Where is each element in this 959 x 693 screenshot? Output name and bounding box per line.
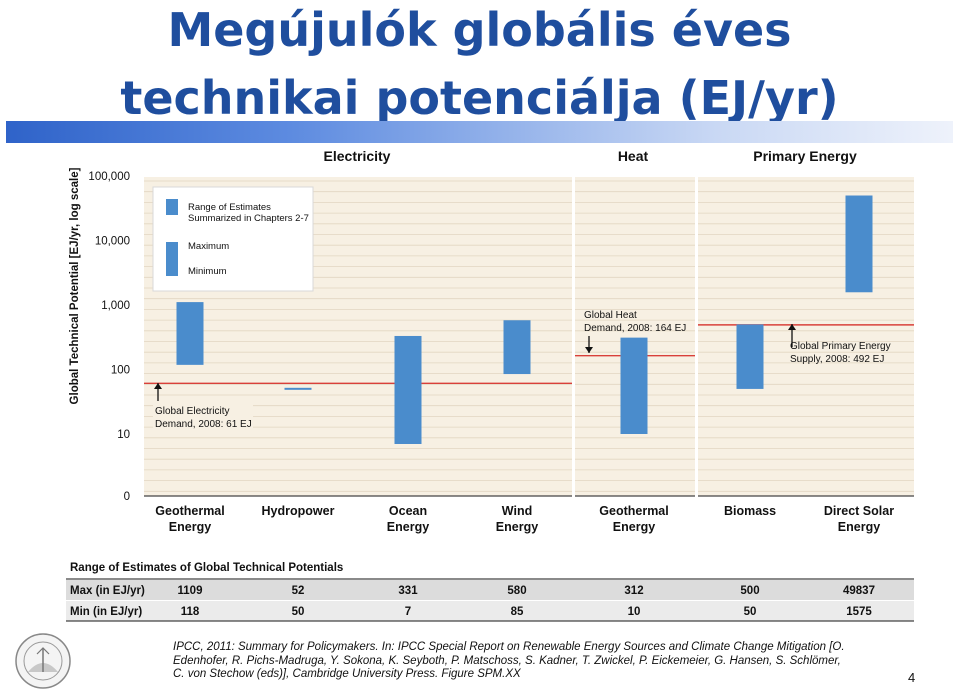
range-bar xyxy=(503,320,531,375)
legend-range-label: Range of Estimates xyxy=(188,202,271,213)
y-tick-label: 1,000 xyxy=(101,300,130,312)
annotation-arrowhead xyxy=(585,347,593,353)
chart-panel xyxy=(698,177,914,496)
legend-box xyxy=(152,186,314,292)
technical-potential-chart: Electricity Heat Primary Energy Global Tech… xyxy=(66,148,914,622)
page-number: 4 xyxy=(908,670,916,685)
source-citation: IPCC, 2011: Summary for Policymakers. In… xyxy=(173,641,873,682)
heat-demand-label: Global Heat xyxy=(584,310,637,321)
table-max-value: 331 xyxy=(398,585,418,597)
range-bar xyxy=(284,387,312,390)
table-min-value: 10 xyxy=(628,606,641,618)
annotation-bg xyxy=(153,402,253,432)
citation-line: IPCC, 2011: Summary for Policymakers. In… xyxy=(173,641,845,653)
table-max-label: Max (in EJ/yr) xyxy=(70,585,145,597)
table-min-label: Min (in EJ/yr) xyxy=(70,606,142,618)
electricity-demand-label: Global Electricity xyxy=(155,406,229,417)
table-title: Range of Estimates of Global Technical P… xyxy=(70,562,343,574)
electricity-demand-label: Demand, 2008: 61 EJ xyxy=(155,419,252,430)
y-axis-label: Global Technical Potential [EJ/yr, log s… xyxy=(69,167,81,404)
heat-demand-label: Demand, 2008: 164 EJ xyxy=(584,323,686,334)
category-label: Ocean xyxy=(389,504,427,518)
table-max-value: 580 xyxy=(507,585,526,597)
range-bar xyxy=(620,337,648,434)
category-label: Energy xyxy=(613,520,655,534)
annotation-arrowhead xyxy=(788,324,796,330)
range-bar xyxy=(176,302,204,365)
table-row-min-bg xyxy=(66,601,914,621)
table-min-value: 7 xyxy=(405,606,411,618)
table-max-value: 52 xyxy=(292,585,305,597)
table-min-value: 50 xyxy=(744,606,757,618)
category-label: Wind xyxy=(502,504,532,518)
citation-line: C. von Stechow (eds)], Cambridge Univers… xyxy=(173,668,521,680)
category-label: Energy xyxy=(838,520,880,534)
category-label: Geothermal xyxy=(599,504,668,518)
table-min-value: 118 xyxy=(181,606,200,618)
table-max-value: 1109 xyxy=(178,585,203,597)
university-seal-logo xyxy=(15,633,71,689)
y-tick-label: 10 xyxy=(117,429,130,441)
y-tick-label: 0 xyxy=(124,491,130,503)
category-label: Hydropower xyxy=(262,504,335,518)
y-tick-label: 100,000 xyxy=(88,171,130,183)
range-bar xyxy=(736,324,764,389)
annotation-arrowhead xyxy=(154,383,162,389)
title-divider xyxy=(6,121,953,143)
legend-min-label: Minimum xyxy=(188,266,227,277)
category-label: Biomass xyxy=(724,504,776,518)
range-bar xyxy=(845,195,873,293)
legend-swatch-minmax xyxy=(166,242,178,276)
category-label: Energy xyxy=(387,520,429,534)
table-max-value: 312 xyxy=(624,585,643,597)
group-header: Heat xyxy=(618,148,649,164)
range-bar xyxy=(394,335,422,444)
table-min-value: 85 xyxy=(511,606,524,618)
legend-range-label: Summarized in Chapters 2-7 xyxy=(188,213,309,224)
y-tick-label: 10,000 xyxy=(95,236,130,248)
table-min-value: 1575 xyxy=(846,606,872,618)
category-label: Geothermal xyxy=(155,504,224,518)
chart-panel xyxy=(575,177,695,496)
slide-title-line-2: technikai potenciálja (EJ/yr) xyxy=(120,71,839,125)
primary-supply-label: Supply, 2008: 492 EJ xyxy=(790,354,884,365)
citation-line: Edenhofer, R. Pichs-Madruga, Y. Sokona, … xyxy=(173,654,841,667)
legend-max-label: Maximum xyxy=(188,241,229,252)
table-min-value: 50 xyxy=(292,606,305,618)
group-header: Electricity xyxy=(324,148,391,164)
group-header: Primary Energy xyxy=(753,148,857,164)
category-label: Energy xyxy=(496,520,538,534)
y-tick-label: 100 xyxy=(111,365,130,377)
primary-supply-label: Global Primary Energy xyxy=(790,341,891,352)
category-label: Energy xyxy=(169,520,211,534)
table-max-value: 49837 xyxy=(843,585,875,597)
category-label: Direct Solar xyxy=(824,504,894,518)
slide-title-line-1: Megújulók globális éves xyxy=(167,3,792,57)
legend-swatch-range xyxy=(166,199,178,215)
table-row-max-bg xyxy=(66,580,914,600)
table-max-value: 500 xyxy=(740,585,759,597)
